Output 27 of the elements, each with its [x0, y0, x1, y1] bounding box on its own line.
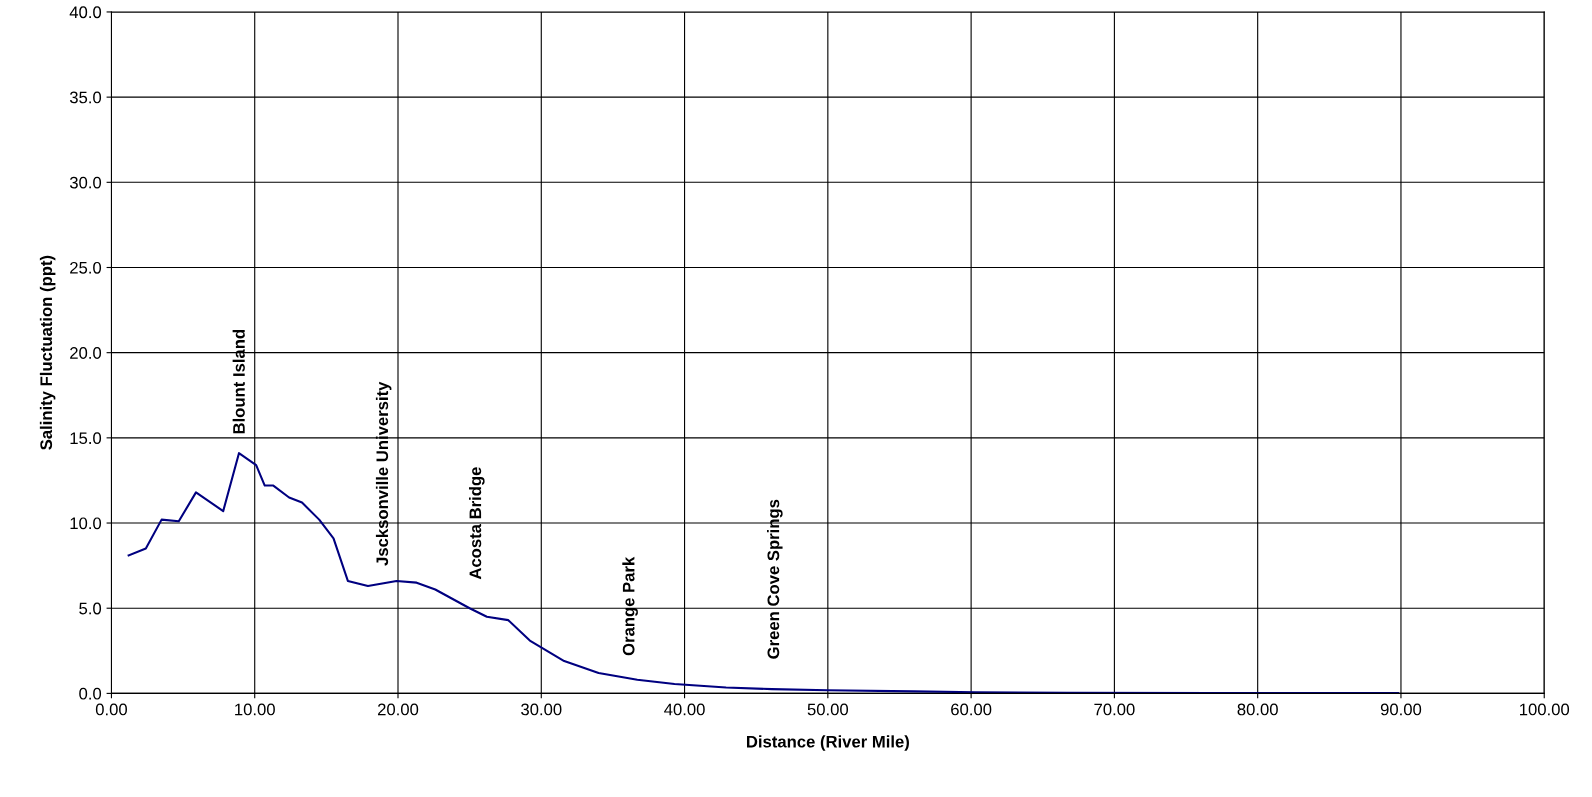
y-tick-label: 15.0	[70, 432, 102, 445]
annotation: Blount Island	[232, 329, 245, 434]
y-tick-label: 35.0	[69, 91, 102, 104]
x-tick-label: 80.00	[1237, 703, 1278, 716]
y-tick-label: 30.0	[69, 176, 102, 189]
y-tick-label: 5.0	[79, 602, 102, 615]
x-tick-label: 100.00	[1520, 703, 1570, 716]
x-tick-label: 40.00	[664, 703, 705, 716]
x-tick-label: 10.00	[235, 703, 275, 716]
y-axis-title: Salinity Fluctuation (ppt)	[39, 255, 56, 450]
x-tick-label: 90.00	[1380, 703, 1422, 716]
x-tick-label: 60.00	[951, 703, 992, 716]
annotation: Acosta Bridge	[469, 467, 485, 580]
y-tick-label: 10.0	[70, 517, 102, 530]
annotation: Orange Park	[622, 556, 638, 656]
x-tick-label: 0.00	[95, 703, 128, 716]
x-tick-label: 30.00	[521, 703, 562, 716]
x-axis-title: Distance (River Mile)	[746, 735, 909, 751]
y-tick-label: 20.0	[70, 347, 102, 359]
y-tick-label: 0.0	[79, 687, 102, 700]
annotation: Jscksonville University	[375, 381, 392, 566]
x-tick-label: 20.00	[377, 703, 419, 716]
x-tick-label: 50.00	[807, 703, 849, 716]
y-tick-label: 25.0	[70, 261, 102, 274]
y-tick-label: 40.0	[69, 6, 102, 19]
x-tick-label: 70.00	[1094, 703, 1135, 716]
annotation: Green Cove Springs	[767, 499, 783, 659]
